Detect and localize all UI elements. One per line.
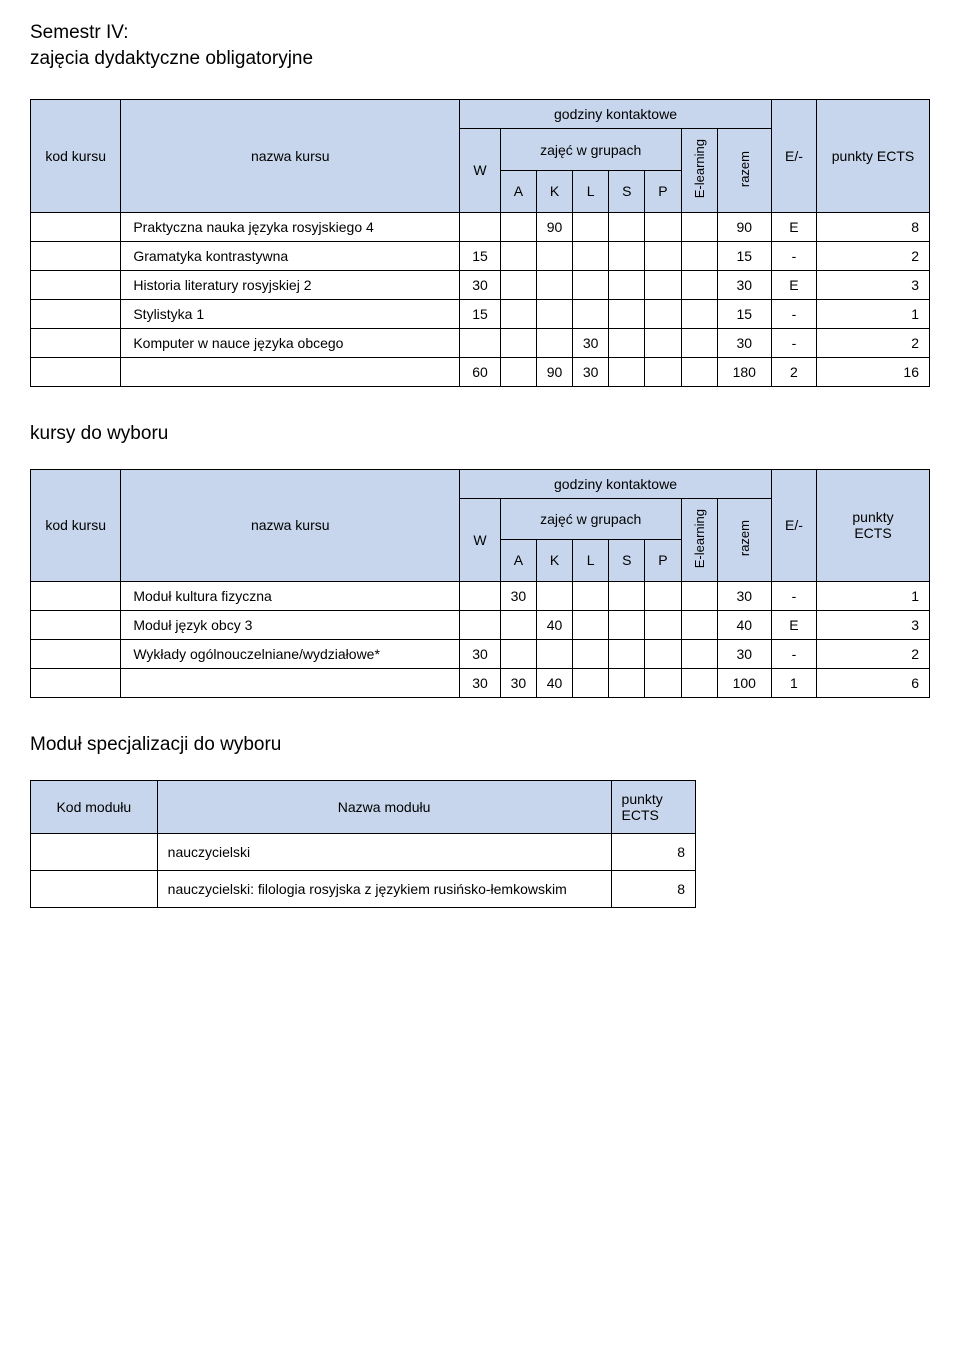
section-title-2: kursy do wyboru: [30, 423, 930, 445]
hdr-punkty: punkty ECTS: [817, 100, 930, 212]
modules-table: Kod modułu Nazwa modułu punkty ECTS nauc…: [30, 780, 696, 908]
table-total-row: 60 90 30 180 2 16: [31, 357, 930, 386]
hdr-l: L: [573, 170, 609, 212]
cell: [573, 212, 609, 241]
hdr-zajec: zajęć w grupach: [500, 498, 681, 540]
table-row: Historia literatury rosyjskiej 2 30 30 E…: [31, 270, 930, 299]
hdr-mod-kod: Kod modułu: [31, 780, 158, 833]
hdr-punkty: punkty ECTS: [817, 469, 930, 581]
cell: [500, 212, 536, 241]
hdr-godziny: godziny kontaktowe: [460, 469, 772, 498]
cell-pkt: 8: [611, 833, 695, 870]
hdr-zajec: zajęć w grupach: [500, 129, 681, 171]
table-total-row: 30 30 40 100 1 6: [31, 668, 930, 697]
courses-table-2: kod kursu nazwa kursu godziny kontaktowe…: [30, 469, 930, 698]
courses-table-1: kod kursu nazwa kursu godziny kontaktowe…: [30, 99, 930, 386]
cell-nazwa: Praktyczna nauka języka rosyjskiego 4: [121, 212, 460, 241]
title-l2: zajęcia dydaktyczne obligatoryjne: [30, 48, 313, 69]
table-row: nauczycielski 8: [31, 833, 696, 870]
cell: [645, 212, 681, 241]
hdr-razem: razem: [717, 129, 771, 212]
hdr-k: K: [536, 540, 572, 582]
cell: E: [771, 212, 816, 241]
cell-nazwa: nauczycielski: filologia rosyjska z języ…: [157, 870, 611, 907]
title-l1: Semestr IV:: [30, 22, 129, 43]
cell-pkt: 8: [611, 870, 695, 907]
hdr-s: S: [609, 170, 645, 212]
cell: [460, 212, 501, 241]
hdr-elearning: E-learning: [681, 498, 717, 581]
page-title: Semestr IV: zajęcia dydaktyczne obligato…: [30, 20, 930, 71]
cell: 90: [536, 212, 572, 241]
hdr-nazwa: nazwa kursu: [121, 469, 460, 581]
hdr-kod: kod kursu: [31, 469, 121, 581]
hdr-mod-nazwa: Nazwa modułu: [157, 780, 611, 833]
hdr-w: W: [460, 498, 501, 581]
hdr-s: S: [609, 540, 645, 582]
hdr-ef: E/-: [771, 469, 816, 581]
table-row: nauczycielski: filologia rosyjska z języ…: [31, 870, 696, 907]
table-row: Moduł kultura fizyczna 30 30 - 1: [31, 581, 930, 610]
hdr-k: K: [536, 170, 572, 212]
table-row: Wykłady ogólnouczelniane/wydziałowe* 30 …: [31, 639, 930, 668]
hdr-mod-pkt: punkty ECTS: [611, 780, 695, 833]
hdr-ef: E/-: [771, 100, 816, 212]
table-row: Praktyczna nauka języka rosyjskiego 4 90…: [31, 212, 930, 241]
table-row: Stylistyka 1 15 15 - 1: [31, 299, 930, 328]
hdr-razem: razem: [717, 498, 771, 581]
hdr-elearning: E-learning: [681, 129, 717, 212]
section-title-3: Moduł specjalizacji do wyboru: [30, 734, 930, 756]
hdr-l: L: [573, 540, 609, 582]
hdr-a: A: [500, 170, 536, 212]
cell: 8: [817, 212, 930, 241]
hdr-p: P: [645, 170, 681, 212]
cell-nazwa: nauczycielski: [157, 833, 611, 870]
hdr-a: A: [500, 540, 536, 582]
hdr-w: W: [460, 129, 501, 212]
cell: [609, 212, 645, 241]
hdr-nazwa: nazwa kursu: [121, 100, 460, 212]
hdr-godziny: godziny kontaktowe: [460, 100, 772, 129]
table-row: Gramatyka kontrastywna 15 15 - 2: [31, 241, 930, 270]
cell-nazwa: Gramatyka kontrastywna: [121, 241, 460, 270]
hdr-kod: kod kursu: [31, 100, 121, 212]
table-row: Komputer w nauce języka obcego 30 30 - 2: [31, 328, 930, 357]
table-row: Moduł język obcy 3 40 40 E 3: [31, 610, 930, 639]
hdr-p: P: [645, 540, 681, 582]
cell: [681, 212, 717, 241]
cell: 90: [717, 212, 771, 241]
